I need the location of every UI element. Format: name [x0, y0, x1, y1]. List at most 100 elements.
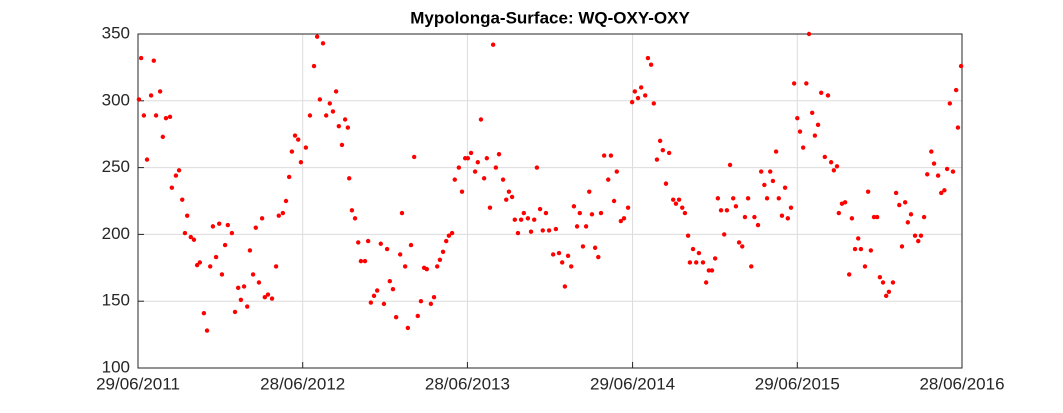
point [346, 176, 352, 181]
point [521, 210, 527, 216]
point [849, 216, 855, 221]
point [247, 248, 253, 253]
point [709, 268, 715, 273]
point [574, 224, 580, 229]
point [871, 214, 877, 220]
point [167, 114, 173, 120]
point [238, 297, 244, 303]
point [939, 190, 944, 196]
point [768, 169, 773, 174]
point [210, 224, 216, 229]
point [311, 63, 317, 69]
point [621, 216, 627, 221]
point [657, 138, 663, 144]
point [660, 148, 666, 153]
point [834, 164, 840, 169]
point [755, 222, 761, 228]
x-tick-label: 28/06/2013 [425, 374, 510, 393]
point [638, 85, 644, 90]
point [307, 113, 313, 118]
point [336, 123, 342, 129]
point [862, 264, 868, 269]
point [858, 246, 864, 252]
point [327, 101, 332, 106]
point [700, 260, 706, 265]
point [673, 201, 679, 206]
point [842, 200, 848, 205]
plot-frame [137, 33, 963, 369]
point [459, 189, 465, 194]
point [506, 189, 512, 194]
point [262, 294, 268, 300]
point [342, 117, 348, 122]
point [797, 129, 803, 134]
point [685, 233, 691, 238]
point [182, 230, 188, 236]
point [235, 285, 241, 291]
point [408, 242, 414, 248]
point [452, 177, 457, 182]
point [431, 294, 437, 300]
point [795, 115, 800, 121]
point [897, 202, 902, 208]
point [256, 280, 262, 285]
point [571, 204, 577, 209]
x-tick-label: 29/06/2014 [590, 374, 675, 393]
y-tick-label: 350 [102, 23, 130, 42]
point [606, 177, 611, 182]
y-tick-label: 250 [102, 157, 130, 176]
y-tick-label: 300 [102, 90, 130, 109]
point [694, 260, 699, 265]
point [831, 168, 837, 173]
point [736, 240, 742, 245]
point [384, 246, 390, 252]
point [184, 213, 190, 218]
point [696, 250, 702, 256]
x-tick-label: 29/06/2011 [96, 374, 180, 393]
point [614, 169, 619, 174]
point [958, 63, 964, 69]
point [815, 122, 821, 128]
point [785, 216, 791, 221]
point [890, 280, 896, 285]
point [676, 197, 682, 202]
point [493, 165, 499, 170]
point [169, 185, 175, 190]
point [289, 149, 295, 154]
point [144, 157, 150, 162]
point [537, 206, 543, 212]
point [625, 205, 631, 210]
point [565, 253, 571, 258]
point [415, 313, 420, 319]
point [330, 109, 336, 114]
point [596, 254, 601, 260]
point [645, 55, 651, 61]
point [587, 189, 592, 194]
point [320, 41, 326, 46]
point [569, 264, 574, 269]
point [654, 157, 660, 162]
point [153, 113, 159, 118]
point [955, 125, 961, 130]
point [358, 258, 364, 264]
point [188, 234, 193, 240]
point [365, 238, 371, 244]
point [444, 238, 449, 244]
point [250, 272, 256, 277]
point [666, 150, 672, 156]
point [598, 210, 604, 216]
point [148, 93, 154, 98]
point [856, 236, 861, 241]
point [788, 205, 794, 210]
x-tick-label: 29/06/2015 [755, 374, 840, 393]
point [608, 153, 614, 158]
point [173, 173, 179, 178]
point [478, 117, 484, 122]
point [525, 216, 531, 221]
point [806, 31, 812, 37]
point [323, 113, 329, 118]
point [883, 293, 889, 299]
point [643, 93, 648, 98]
point [157, 89, 163, 94]
